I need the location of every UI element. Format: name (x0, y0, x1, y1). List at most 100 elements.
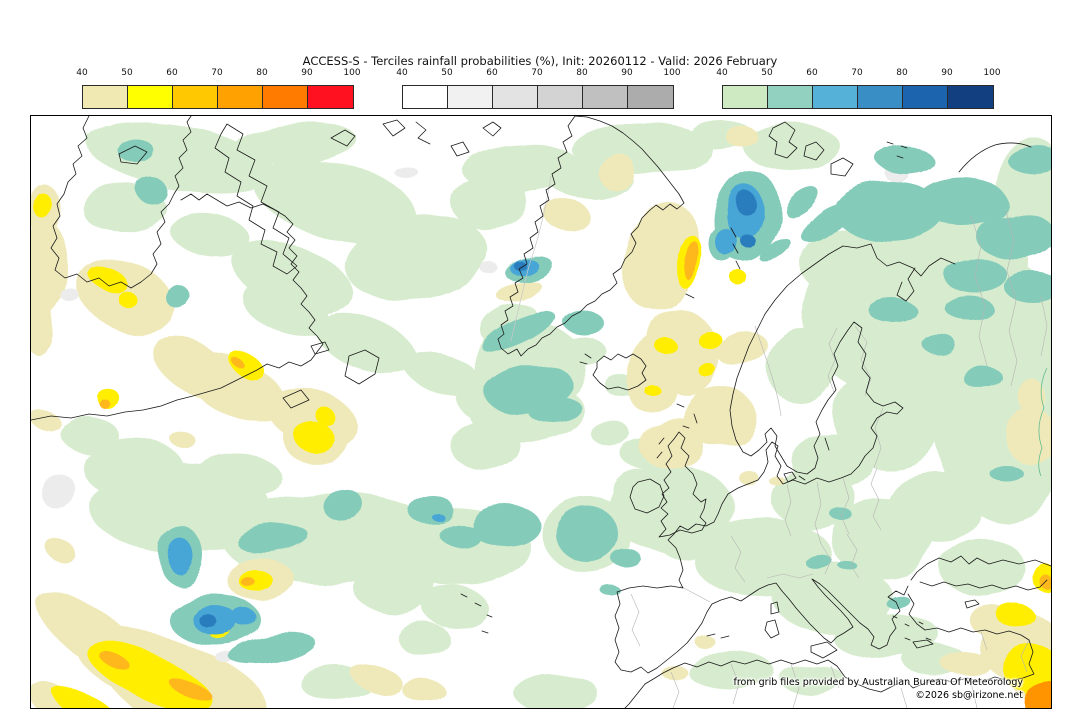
probability-region-kh (1019, 381, 1047, 415)
probability-region-kh (31, 409, 63, 433)
probability-region-pg (613, 469, 673, 513)
probability-region-pg (87, 122, 275, 194)
probability-region-pg (451, 421, 521, 471)
colorbar-3-cell-4 (903, 86, 948, 108)
probability-region-tl (922, 334, 956, 354)
probability-region-go (232, 358, 244, 368)
probability-region-pg (316, 313, 416, 375)
probability-region-pg (402, 350, 484, 398)
probability-region-go (167, 676, 215, 704)
probability-region-tl (1008, 147, 1051, 175)
probability-region-tl (784, 186, 818, 216)
colorbar-3-tick-50: 50 (761, 68, 773, 78)
probability-region-b2 (740, 233, 754, 247)
greenland-ice-edge (510, 175, 552, 342)
attribution: from grib files provided by Australian B… (734, 676, 1023, 702)
colorbar-2-cell-4 (583, 86, 628, 108)
colorbar-1-tick-60: 60 (166, 68, 178, 78)
probability-region-tl (599, 584, 619, 594)
probability-region-yl (318, 411, 338, 427)
probability-region-kh (768, 475, 784, 485)
colorbar-1-tick-50: 50 (121, 68, 133, 78)
colorbar-2-cell-0 (403, 86, 448, 108)
probability-region-yl (696, 329, 720, 347)
probability-region-b1 (168, 539, 194, 575)
map-panel: from grib files provided by Australian B… (30, 115, 1052, 709)
probability-region-pg (461, 142, 581, 194)
probability-region-kh (715, 329, 767, 367)
probability-region-kh (402, 680, 450, 706)
probability-region-gy (40, 473, 76, 509)
probability-region-kh (683, 386, 755, 446)
probability-region-pg (652, 510, 720, 558)
colorbar-3-cell-3 (858, 86, 903, 108)
probability-region-tl (611, 549, 641, 567)
colorbar-2-tick-40: 40 (396, 68, 408, 78)
figure-title: ACCESS-S - Terciles rainfall probabiliti… (302, 54, 778, 68)
river-line (1038, 367, 1048, 477)
probability-region-tl (989, 465, 1023, 481)
colorbar-1-tick-40: 40 (76, 68, 88, 78)
probability-region-yl (115, 289, 137, 307)
probability-region-pg (63, 418, 119, 454)
probability-region-tl (323, 490, 365, 522)
probability-region-yl (997, 605, 1035, 627)
probability-region-kh (498, 278, 540, 304)
probability-region-yl (52, 685, 120, 708)
probability-region-tl (471, 505, 541, 547)
probability-region-yl (643, 383, 659, 395)
colorbar-3-cell-5 (948, 86, 993, 108)
probability-region-tl (409, 494, 453, 526)
colorbar-2-tick-70: 70 (531, 68, 543, 78)
colorbar-3-cell-0 (723, 86, 768, 108)
probability-region-kh (598, 151, 634, 191)
probability-region-tl (916, 177, 1006, 225)
colorbar-cool (722, 85, 994, 109)
probability-region-kh (725, 125, 757, 147)
probability-region-pg (791, 433, 871, 489)
probability-region-go (100, 399, 110, 409)
probability-region-pg (934, 311, 1051, 521)
colorbar-1-tick-80: 80 (256, 68, 268, 78)
probability-region-pg (767, 328, 835, 404)
colorbar-2-cell-1 (448, 86, 493, 108)
colorbar-2-cell-5 (628, 86, 673, 108)
probability-region-yl (733, 272, 749, 288)
probability-region-pg (354, 562, 438, 614)
probability-region-b2 (198, 614, 216, 626)
probability-region-gy (62, 289, 80, 303)
probability-region-gy (480, 262, 498, 274)
probability-region-b1 (433, 514, 445, 522)
probability-region-go (100, 652, 132, 672)
probability-region-tl (238, 525, 308, 553)
probability-region-pg (171, 213, 251, 259)
colorbar-2-cell-2 (493, 86, 538, 108)
probability-region-pg (773, 564, 893, 632)
colorbar-3-cell-1 (768, 86, 813, 108)
probability-region-tl (840, 562, 858, 572)
probability-region-tl (834, 181, 944, 241)
probability-region-kh (679, 403, 715, 433)
colorbar-2-cell-3 (538, 86, 583, 108)
colorbar-1-tick-100: 100 (343, 68, 361, 78)
probability-region-kh (41, 534, 75, 562)
colorbar-1-tick-70: 70 (211, 68, 223, 78)
probability-region-kh (737, 469, 757, 483)
probability-region-yl (87, 265, 127, 291)
probability-region-pg (253, 158, 419, 244)
probability-region-kh (942, 652, 990, 676)
colorbar-1-tick-90: 90 (301, 68, 313, 78)
country-borders (630, 210, 1048, 708)
colorbar-2-tick-50: 50 (441, 68, 453, 78)
probability-region-pg (743, 122, 839, 170)
coastlines (31, 116, 1051, 708)
colorbar-2-tick-100: 100 (663, 68, 681, 78)
colorbar-3-tick-40: 40 (716, 68, 728, 78)
colorbar-3-tick-80: 80 (896, 68, 908, 78)
probability-region-tl (1005, 273, 1051, 303)
probability-region-tl (806, 555, 834, 571)
probability-region-tl (878, 148, 934, 174)
probability-region-pg (231, 121, 355, 163)
probability-region-pg (242, 285, 330, 337)
